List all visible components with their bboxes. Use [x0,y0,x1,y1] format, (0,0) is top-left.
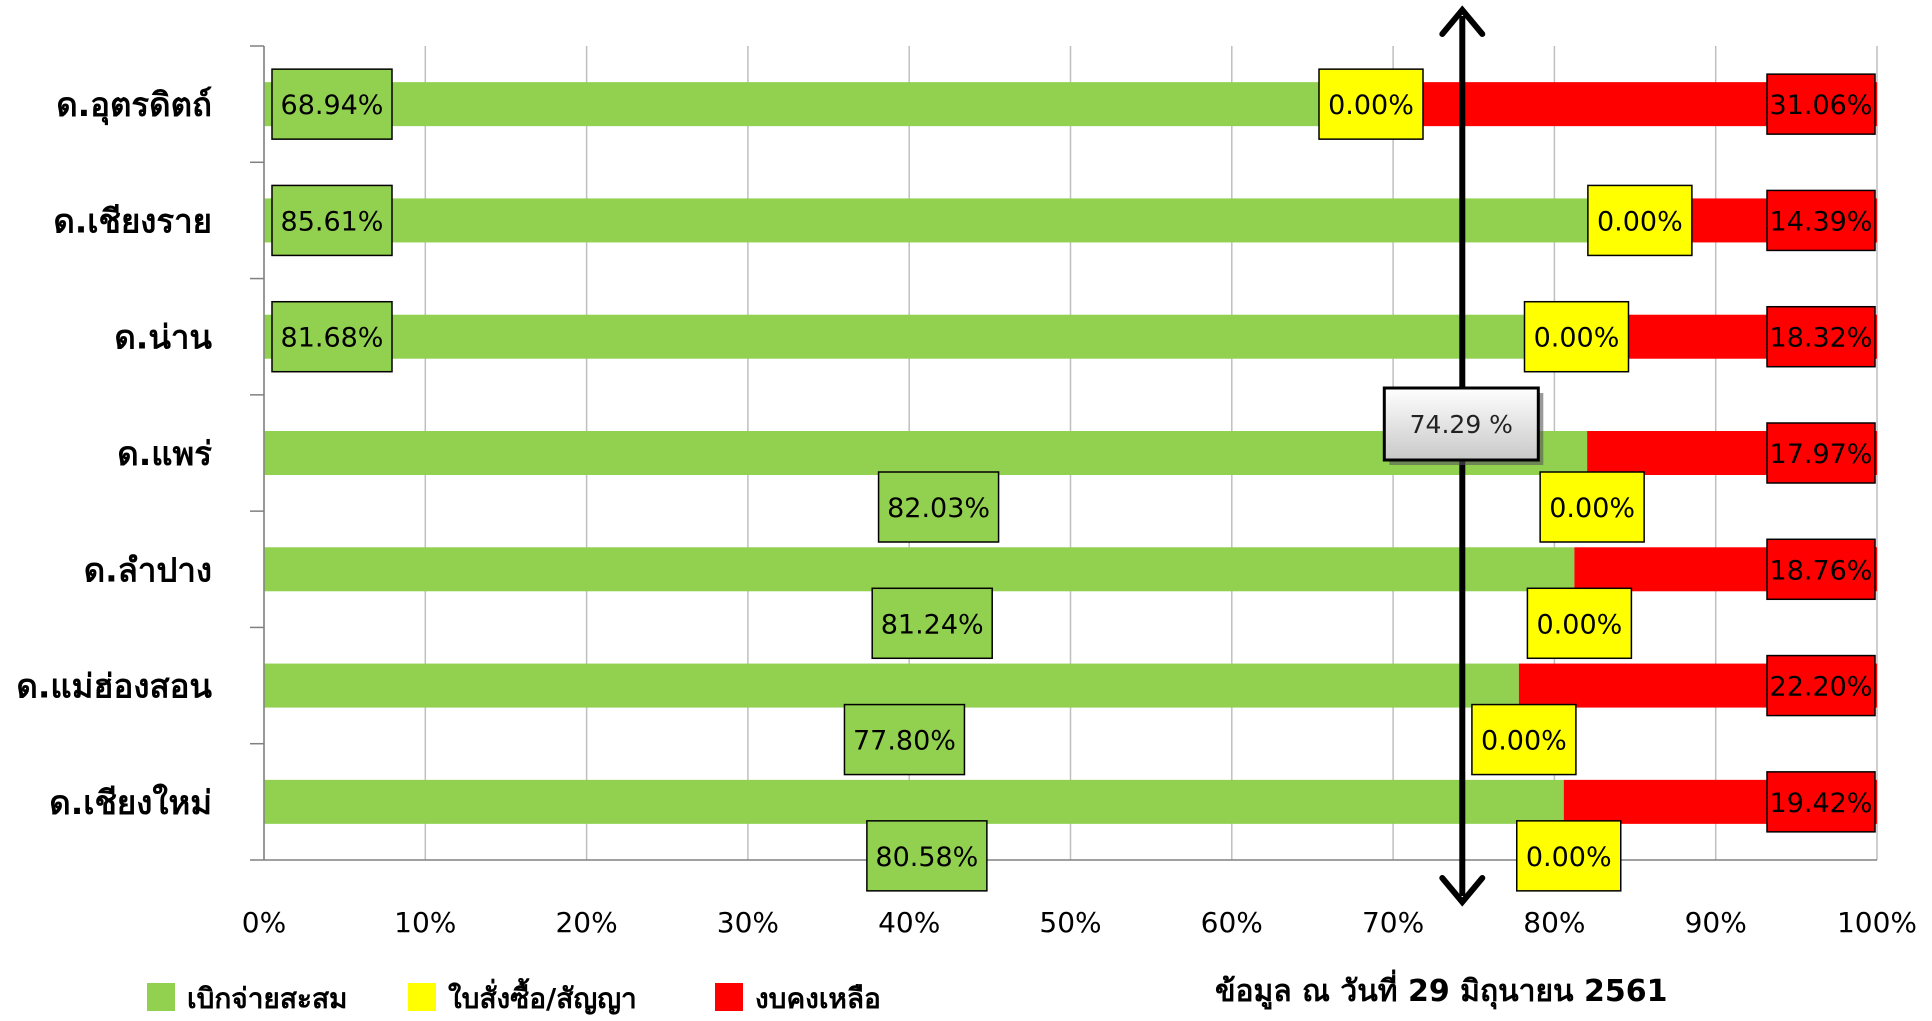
label-red-box [1766,422,1876,484]
label-green-box [843,703,966,776]
label-yellow: 0.00% [1537,609,1623,640]
x-tick-label: 0% [242,906,286,939]
label-green-box [271,68,393,140]
x-tick-label: 90% [1685,906,1747,939]
label-yellow-box [1516,820,1622,892]
label-red: 18.76% [1770,555,1873,586]
label-red: 31.06% [1770,90,1873,121]
label-yellow: 0.00% [1481,726,1567,757]
bar-segment [264,82,1377,127]
label-yellow-box [1539,471,1645,543]
label-red-box [1766,73,1876,135]
bar-segment [264,198,1645,243]
label-green-box [866,820,988,892]
label-red-box [1766,654,1876,717]
label-red-box [1766,771,1876,833]
label-red-box [1766,538,1876,601]
x-tick-label: 10% [394,906,456,939]
label-yellow-box [1471,703,1577,776]
x-tick-label: 80% [1523,906,1585,939]
bar-segment [264,663,1519,708]
bar-segment [264,431,1588,475]
arrow-down-icon [1439,875,1486,907]
label-yellow-box [1318,68,1424,140]
label-red: 18.32% [1770,323,1873,354]
label-red-box [1766,305,1876,368]
label-yellow-box [1526,587,1633,660]
label-green: 68.94% [281,90,384,121]
legend-swatch [408,983,436,1011]
label-green: 80.58% [875,842,978,873]
x-tick-label: 70% [1362,906,1424,939]
category-label: ด.เชียงราย [53,201,212,240]
arrow-up-icon [1439,5,1486,37]
category-label: ด.แม่ฮ่องสอน [16,667,212,706]
label-yellow-box [1523,300,1630,373]
reference-label: 74.29 % [1410,410,1513,439]
label-green: 81.68% [281,323,384,354]
x-tick-label: 40% [878,906,940,939]
label-yellow: 0.00% [1328,90,1414,121]
label-green: 77.80% [853,726,956,757]
label-yellow: 0.00% [1597,206,1683,237]
category-label: ด.แพร่ [117,434,212,473]
label-green-box [271,300,393,373]
legend-label: เบิกจ่ายสะสม [187,982,348,1015]
label-red-box [1766,189,1876,252]
label-red: 14.39% [1770,206,1873,237]
category-label: ด.น่าน [114,318,212,357]
legend-label: งบคงเหลือ [755,982,881,1015]
label-green-box [871,587,993,660]
label-green: 81.24% [881,609,984,640]
bar-segment [264,314,1582,359]
bar-segment [264,779,1564,824]
x-tick-label: 30% [717,906,779,939]
x-tick-label: 50% [1039,906,1101,939]
data-labels-layer: 68.94% 0.00% 31.06% 85.61% 0.00% 14.39% 81.68%… [271,68,1876,892]
data-date-note: ข้อมูล ณ วันที่ 29 มิถุนายน 2561 [1215,969,1668,1010]
category-label: ด.เชียงใหม่ [49,783,212,822]
legend-swatch [147,983,175,1011]
category-label: ด.อุตรดิตถ์ [56,85,212,126]
category-label: ด.ลำปาง [84,550,212,589]
bar-segment [264,547,1575,592]
legend-label: ใบสั่งซื้อ/สัญญา [448,977,637,1015]
x-tick-label: 100% [1837,906,1917,939]
label-yellow: 0.00% [1526,842,1612,873]
reference-box [1382,386,1540,462]
label-red: 17.97% [1770,439,1873,470]
label-green: 85.61% [281,206,384,237]
legend-swatch [715,983,743,1011]
x-tick-label: 20% [555,906,617,939]
axis-layer: 0% 10% 20% 30% 40% 50% 60% 70% 80% 90% 100% ด.อุตรด… [16,45,1917,939]
label-green-box [271,184,393,257]
label-red: 19.42% [1770,788,1873,819]
label-green-box [877,471,1000,543]
label-yellow: 0.00% [1534,323,1620,354]
label-yellow-box [1587,184,1693,257]
label-green: 82.03% [887,493,990,524]
legend: เบิกจ่ายสะสม ใบสั่งซื้อ/สัญญา งบคงเหลือ [147,977,881,1015]
x-tick-label: 60% [1201,906,1263,939]
label-yellow: 0.00% [1549,493,1635,524]
reference-line-layer: 74.29 % [1382,5,1544,907]
label-red: 22.20% [1770,672,1873,703]
